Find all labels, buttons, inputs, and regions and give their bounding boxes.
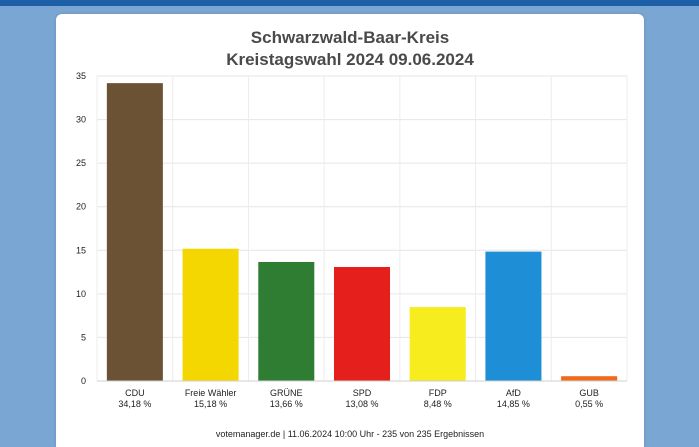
percent-label: 15,18 % <box>194 399 227 409</box>
bar <box>409 307 466 381</box>
category-label: SPD <box>353 388 372 398</box>
percent-label: 14,85 % <box>497 399 530 409</box>
bar <box>258 261 315 381</box>
percent-label: 34,18 % <box>118 399 151 409</box>
bar <box>333 267 391 381</box>
bar <box>182 248 239 381</box>
y-tick-label: 10 <box>76 289 86 299</box>
chart-subtitle: Kreistagswahl 2024 09.06.2024 <box>226 50 474 69</box>
percent-label: 8,48 % <box>424 399 452 409</box>
category-label: GUB <box>579 388 599 398</box>
chart-footer: votemanager.de | 11.06.2024 10:00 Uhr - … <box>215 429 485 439</box>
category-label: FDP <box>429 388 447 398</box>
y-tick-label: 15 <box>76 245 86 255</box>
chart-card: Schwarzwald-Baar-Kreis Kreistagswahl 202… <box>56 14 644 447</box>
top-accent-bar <box>0 0 699 6</box>
category-label: Freie Wähler <box>185 388 237 398</box>
percent-label: 0,55 % <box>575 399 603 409</box>
bar <box>485 251 542 381</box>
y-tick-label: 25 <box>76 158 86 168</box>
category-label: GRÜNE <box>270 388 303 398</box>
y-tick-label: 5 <box>81 332 86 342</box>
percent-label: 13,08 % <box>345 399 378 409</box>
y-tick-label: 30 <box>76 115 86 125</box>
bar <box>561 376 618 381</box>
bar <box>106 83 163 381</box>
category-label: AfD <box>506 388 522 398</box>
y-tick-label: 35 <box>76 71 86 81</box>
percent-label: 13,66 % <box>270 399 303 409</box>
y-tick-label: 20 <box>76 202 86 212</box>
chart-title: Schwarzwald-Baar-Kreis <box>250 28 450 47</box>
category-label: CDU <box>125 388 145 398</box>
y-tick-label: 0 <box>81 376 86 386</box>
